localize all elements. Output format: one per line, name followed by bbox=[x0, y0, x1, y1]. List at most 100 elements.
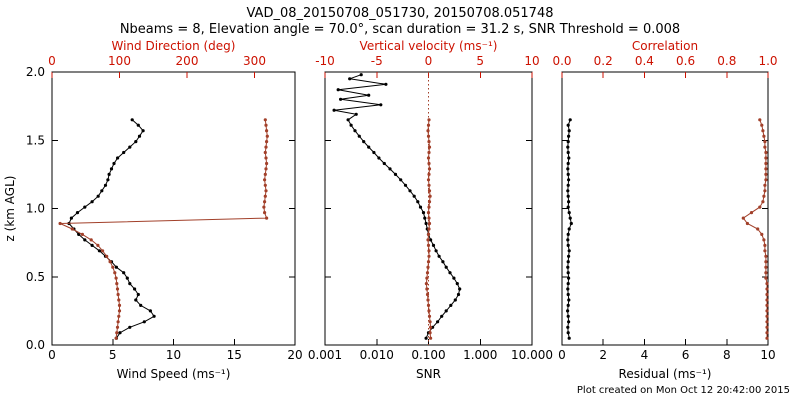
residual-point bbox=[566, 140, 570, 144]
snr-point bbox=[456, 292, 461, 297]
snr-point bbox=[436, 320, 440, 324]
correlation-point bbox=[765, 320, 769, 324]
correlation-point bbox=[763, 145, 767, 149]
vertical-velocity-point bbox=[424, 282, 428, 286]
correlation-point bbox=[761, 129, 765, 133]
wind-direction-point bbox=[263, 178, 267, 182]
vertical-velocity-point bbox=[426, 303, 431, 307]
x-tick-label: 10.000 bbox=[511, 348, 553, 362]
x-tick-label: 0.010 bbox=[360, 348, 394, 362]
vertical-velocity-point bbox=[426, 156, 431, 160]
correlation-point bbox=[760, 123, 764, 127]
correlation-point bbox=[762, 238, 766, 242]
correlation-point bbox=[749, 211, 754, 215]
wind-direction-point bbox=[264, 123, 268, 127]
residual-point bbox=[566, 271, 570, 275]
x-tick-label: 0.001 bbox=[308, 348, 342, 362]
correlation-point bbox=[758, 205, 762, 209]
wind-speed-point bbox=[109, 167, 114, 171]
residual-point bbox=[566, 292, 570, 297]
snr-point bbox=[418, 205, 423, 209]
x-tick-label: 10 bbox=[166, 348, 181, 362]
snr-point bbox=[353, 129, 357, 133]
vertical-velocity-point bbox=[426, 232, 431, 236]
snr-point bbox=[393, 172, 398, 176]
residual-point bbox=[566, 123, 570, 127]
snr-point bbox=[336, 88, 340, 92]
snr-point bbox=[458, 287, 462, 291]
snr-point bbox=[424, 221, 428, 226]
residual-point bbox=[567, 156, 571, 160]
x-tick-label: 4 bbox=[641, 348, 649, 362]
correlation-point bbox=[765, 336, 769, 340]
correlation-point bbox=[764, 265, 768, 269]
residual-point bbox=[566, 232, 570, 236]
snr-point bbox=[362, 140, 366, 144]
snr-line bbox=[334, 74, 461, 339]
residual-point bbox=[569, 221, 573, 226]
residual-point bbox=[567, 200, 571, 204]
wind-direction-points bbox=[58, 118, 269, 340]
correlation-point bbox=[745, 221, 750, 226]
wind-speed-point bbox=[133, 287, 137, 291]
wind-direction-point bbox=[263, 200, 267, 204]
wind-direction-point bbox=[89, 238, 93, 242]
wind-speed-point bbox=[125, 276, 129, 280]
snr-point bbox=[437, 254, 441, 258]
wind-speed-point bbox=[128, 325, 132, 329]
wind-speed-point bbox=[69, 216, 73, 220]
snr-point bbox=[444, 309, 448, 313]
wind-direction-point bbox=[263, 172, 267, 176]
wind-direction-point bbox=[264, 167, 268, 171]
snr-point bbox=[440, 314, 444, 318]
vertical-velocity-point bbox=[426, 211, 431, 215]
residual-point bbox=[566, 150, 570, 155]
residual-point bbox=[566, 265, 570, 269]
vertical-velocity-point bbox=[427, 216, 431, 220]
snr-point bbox=[403, 183, 408, 187]
snr-point bbox=[377, 156, 381, 160]
residual-points bbox=[566, 118, 573, 340]
wind-direction-point bbox=[264, 189, 268, 193]
snr-point bbox=[357, 134, 361, 138]
correlation-point bbox=[764, 260, 768, 264]
vertical-velocity-points bbox=[424, 118, 433, 340]
wind-direction-point bbox=[263, 211, 267, 215]
vertical-velocity-point bbox=[427, 309, 431, 313]
wind-direction-point bbox=[115, 282, 119, 286]
residual-point bbox=[566, 260, 570, 264]
wind-speed-point bbox=[128, 282, 132, 286]
snr-point bbox=[367, 93, 371, 97]
correlation-point bbox=[764, 150, 768, 155]
residual-point bbox=[566, 331, 570, 335]
snr-point bbox=[379, 103, 383, 107]
x-tick-label: 10 bbox=[760, 348, 775, 362]
snr-point bbox=[434, 249, 438, 253]
residual-point bbox=[566, 303, 570, 307]
residual-point bbox=[567, 129, 571, 133]
vertical-velocity-point bbox=[426, 243, 431, 247]
vertical-velocity-point bbox=[426, 129, 430, 133]
x-tick-label: 1.000 bbox=[463, 348, 497, 362]
correlation-point bbox=[741, 216, 745, 220]
snr-point bbox=[388, 167, 392, 171]
residual-point bbox=[566, 205, 570, 209]
wind-direction-point bbox=[96, 243, 100, 247]
snr-point bbox=[412, 194, 416, 198]
vertical-velocity-point bbox=[427, 314, 432, 318]
wind-speed-point bbox=[136, 292, 140, 297]
wind-direction-point bbox=[263, 150, 267, 155]
vertical-velocity-point bbox=[427, 150, 431, 155]
correlation-line bbox=[742, 119, 768, 339]
wind-direction-point bbox=[263, 183, 267, 187]
correlation-point bbox=[765, 303, 769, 307]
correlation-point bbox=[764, 254, 768, 258]
wind-speed-point bbox=[148, 309, 152, 313]
snr-point bbox=[444, 265, 448, 269]
vertical-velocity-point bbox=[426, 298, 430, 302]
snr-point bbox=[354, 112, 358, 116]
residual-panel-top-axis-label: Correlation bbox=[632, 39, 698, 53]
residual-point bbox=[566, 172, 570, 176]
y-tick-label: 1.5 bbox=[26, 133, 45, 147]
